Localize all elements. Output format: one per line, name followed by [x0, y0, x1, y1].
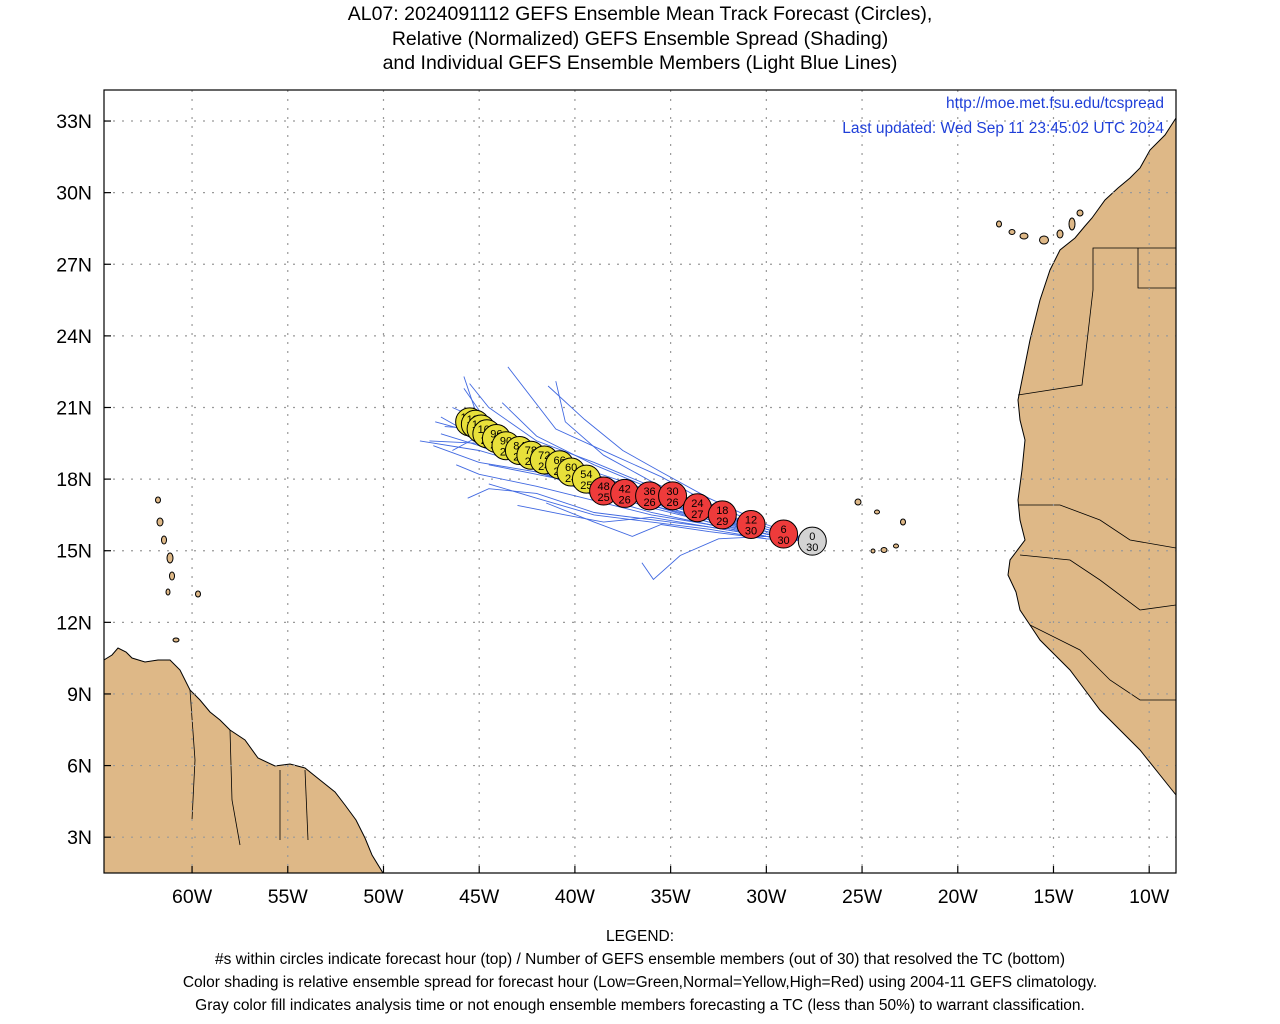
y-tick-label: 21N — [56, 397, 92, 419]
member-count-label: 26 — [666, 497, 678, 509]
forecast-hour-label: 42 — [619, 483, 631, 495]
member-count-label: 30 — [777, 535, 789, 547]
legend-line-1: #s within circles indicate forecast hour… — [215, 951, 1065, 968]
x-tick-label: 50W — [363, 886, 404, 908]
legend-line-2: Color shading is relative ensemble sprea… — [182, 974, 1098, 991]
x-tick-label: 35W — [651, 886, 692, 908]
y-tick-label: 3N — [67, 827, 92, 849]
y-tick-label: 24N — [56, 326, 92, 348]
member-count-label: 30 — [806, 542, 818, 554]
mean-track-circle — [797, 526, 827, 556]
islands — [155, 209, 1084, 643]
forecast-hour-label: 36 — [643, 486, 655, 498]
land-africa — [1007, 117, 1176, 796]
x-tick-label: 60W — [172, 886, 213, 908]
mean-track-point: 030 — [797, 526, 827, 556]
forecast-hour-label: 18 — [716, 505, 728, 517]
forecast-hour-label: 48 — [598, 481, 610, 493]
member-track-line — [547, 385, 813, 542]
last-updated: Last updated: Wed Sep 11 23:45:02 UTC 20… — [842, 120, 1164, 137]
mean-track-circle — [769, 519, 799, 549]
forecast-hour-label: 12 — [745, 514, 757, 526]
x-tick-label: 10W — [1129, 886, 1170, 908]
mean-track-point: 630 — [769, 519, 799, 549]
legend-line-3: Gray color fill indicates analysis time … — [195, 997, 1085, 1014]
forecast-hour-label: 24 — [691, 498, 703, 510]
y-tick-label: 12N — [56, 612, 92, 634]
member-tracks — [419, 366, 813, 581]
member-count-label: 29 — [716, 516, 728, 528]
title-line-1: AL07: 2024091112 GEFS Ensemble Mean Trac… — [347, 3, 933, 25]
mean-track-circle — [658, 481, 688, 511]
forecast-hour-label: 30 — [666, 486, 678, 498]
x-tick-label: 40W — [555, 886, 596, 908]
x-axis: 60W 55W 50W 45W 40W 35W 30W 25W 20W 15W 10W — [172, 866, 1170, 908]
mean-track-circle — [736, 509, 766, 539]
member-track-line — [555, 381, 813, 542]
source-url: http://moe.met.fsu.edu/tcspread — [946, 95, 1164, 112]
x-tick-label: 20W — [938, 886, 979, 908]
member-count-label: 25 — [598, 492, 610, 504]
y-tick-label: 18N — [56, 469, 92, 491]
y-tick-label: 9N — [67, 684, 92, 706]
forecast-hour-label: 60 — [565, 462, 577, 474]
plot-frame — [103, 89, 1177, 874]
forecast-hour-label: 54 — [580, 469, 592, 481]
y-tick-label: 30N — [56, 183, 92, 205]
x-tick-label: 30W — [746, 886, 787, 908]
member-track-line — [488, 483, 813, 542]
title-line-2: Relative (Normalized) GEFS Ensemble Spre… — [391, 27, 889, 50]
forecast-hour-label: 0 — [809, 531, 815, 543]
mean-track-circle — [707, 500, 737, 530]
x-tick-label: 25W — [842, 886, 883, 908]
x-tick-label: 15W — [1033, 886, 1074, 908]
y-tick-label: 27N — [56, 254, 92, 276]
member-count-label: 27 — [691, 509, 703, 521]
y-tick-label: 6N — [67, 756, 92, 778]
chart-title: AL07: 2024091112 GEFS Ensemble Mean Trac… — [0, 2, 1280, 76]
member-count-label: 26 — [619, 494, 631, 506]
y-tick-label: 15N — [56, 541, 92, 563]
forecast-hour-label: 6 — [781, 524, 787, 536]
country-borders — [189, 247, 1176, 846]
land-south-america — [104, 647, 384, 873]
member-track-line — [507, 366, 813, 542]
y-axis: 3N 6N 9N 12N 15N 18N 21N 24N 27N 30N 33N — [56, 111, 111, 849]
x-tick-label: 55W — [268, 886, 309, 908]
x-tick-label: 45W — [459, 886, 500, 908]
member-count-label: 26 — [643, 497, 655, 509]
legend: LEGEND: #s within circles indicate forec… — [0, 925, 1280, 1017]
land-layer — [104, 117, 1176, 873]
legend-heading: LEGEND: — [605, 928, 675, 945]
mean-track-circles: 1202311423108231022396239024842478247224… — [455, 407, 827, 556]
y-tick-label: 33N — [56, 111, 92, 133]
title-line-3: and Individual GEFS Ensemble Members (Li… — [382, 52, 898, 74]
member-count-label: 30 — [745, 525, 757, 537]
